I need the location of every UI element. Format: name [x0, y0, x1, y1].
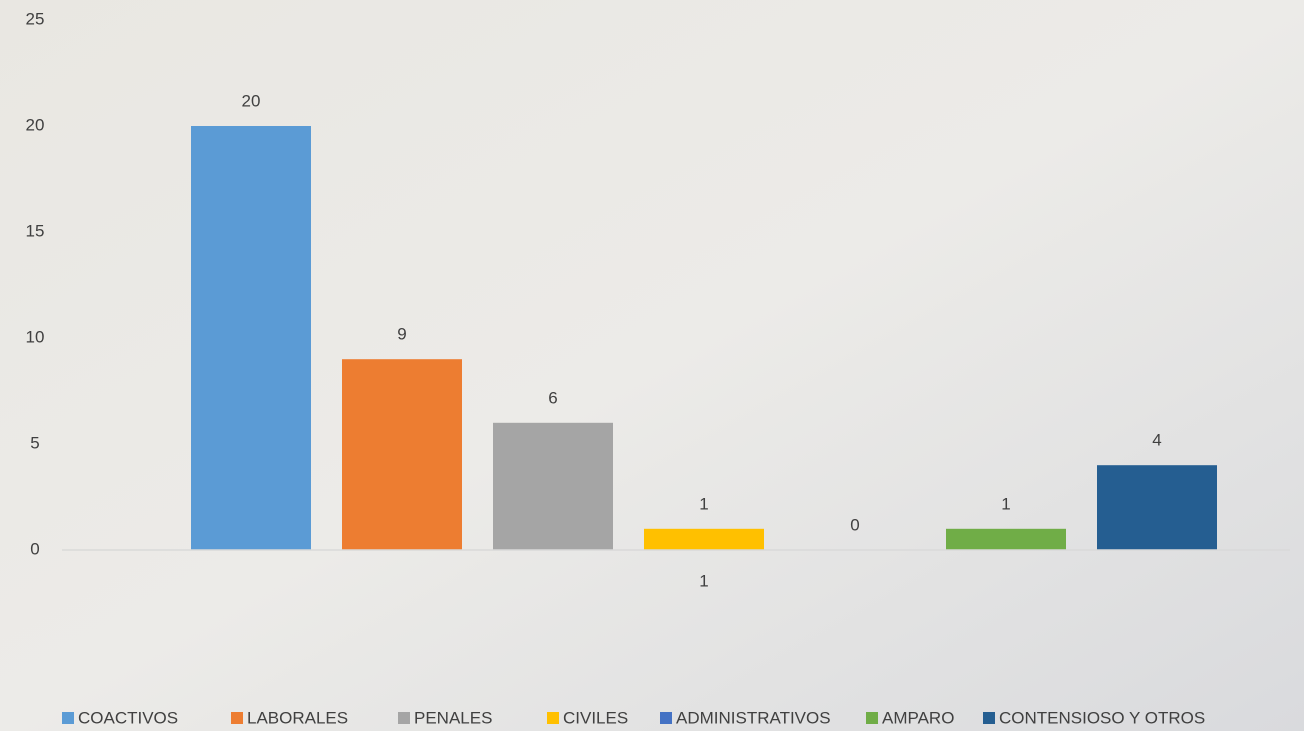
data-label: 1 [699, 494, 708, 513]
bar [493, 422, 613, 550]
bar [644, 528, 764, 550]
data-label: 0 [850, 515, 859, 534]
legend-swatch [660, 712, 672, 724]
y-tick-label: 5 [30, 433, 39, 452]
legend-label: CONTENSIOSO Y OTROS [999, 708, 1205, 727]
data-label: 9 [397, 325, 406, 344]
y-tick-label: 20 [26, 115, 45, 134]
legend-swatch [547, 712, 559, 724]
data-label: 20 [242, 91, 261, 110]
data-label: 1 [1001, 494, 1010, 513]
legend-swatch [398, 712, 410, 724]
legend-label: COACTIVOS [78, 708, 178, 727]
legend-swatch [62, 712, 74, 724]
bar [946, 528, 1066, 550]
y-tick-label: 25 [26, 9, 45, 28]
x-tick-label: 1 [699, 571, 708, 590]
bar [191, 126, 311, 550]
bar [1097, 465, 1217, 550]
legend-label: LABORALES [247, 708, 348, 727]
legend-swatch [231, 712, 243, 724]
bar [342, 359, 462, 550]
legend-label: PENALES [414, 708, 492, 727]
legend-swatch [866, 712, 878, 724]
legend-swatch [983, 712, 995, 724]
data-label: 4 [1152, 431, 1161, 450]
y-tick-label: 10 [26, 327, 45, 346]
data-label: 6 [548, 388, 557, 407]
legend-label: ADMINISTRATIVOS [676, 708, 831, 727]
y-tick-label: 15 [26, 221, 45, 240]
legend-label: AMPARO [882, 708, 954, 727]
legend-label: CIVILES [563, 708, 628, 727]
y-tick-label: 0 [30, 539, 39, 558]
